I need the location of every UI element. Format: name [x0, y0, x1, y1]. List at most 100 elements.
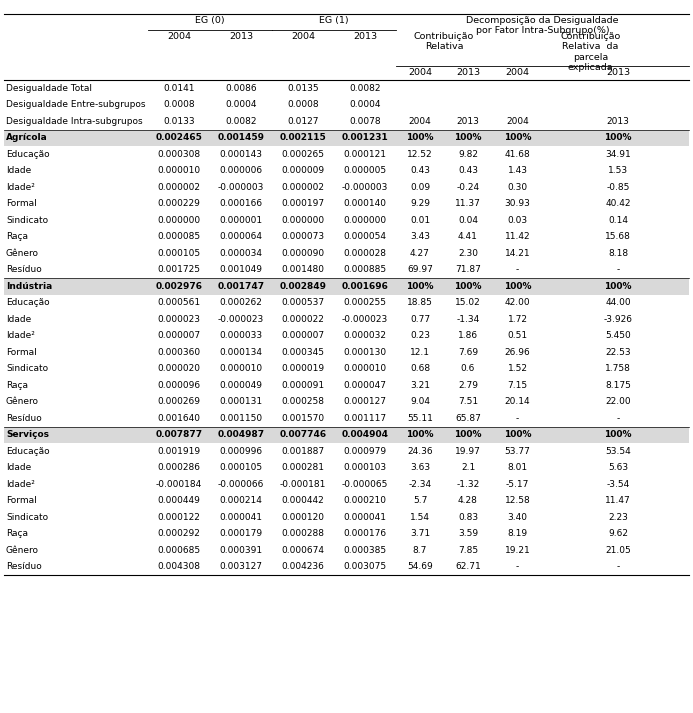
Text: Raça: Raça	[6, 529, 28, 538]
Text: 8.175: 8.175	[605, 381, 631, 390]
Text: 0.000885: 0.000885	[344, 265, 387, 275]
Text: 9.62: 9.62	[608, 529, 628, 538]
Text: Gênero: Gênero	[6, 249, 39, 258]
Text: 3.63: 3.63	[410, 463, 430, 472]
Text: 0.000561: 0.000561	[157, 298, 200, 307]
Text: 0.001150: 0.001150	[220, 414, 263, 423]
Text: 2004: 2004	[408, 68, 432, 77]
Text: 53.77: 53.77	[505, 447, 530, 456]
Text: 0.000000: 0.000000	[157, 216, 200, 225]
Text: 0.004236: 0.004236	[281, 563, 324, 571]
Text: 0.000197: 0.000197	[281, 199, 324, 208]
Text: 54.69: 54.69	[407, 563, 433, 571]
Text: 0.000120: 0.000120	[281, 513, 324, 522]
Text: 0.000537: 0.000537	[281, 298, 324, 307]
Text: 0.000179: 0.000179	[220, 529, 263, 538]
Text: 2013: 2013	[456, 68, 480, 77]
Text: 0.30: 0.30	[507, 183, 527, 192]
Text: 5.63: 5.63	[608, 463, 628, 472]
Text: -: -	[616, 414, 620, 423]
Text: 30.93: 30.93	[505, 199, 530, 208]
Text: 0.000103: 0.000103	[344, 463, 387, 472]
Text: 0.0141: 0.0141	[164, 83, 195, 93]
Text: 0.000281: 0.000281	[281, 463, 324, 472]
Text: 8.01: 8.01	[507, 463, 527, 472]
Text: 0.000000: 0.000000	[281, 216, 324, 225]
Text: 0.000130: 0.000130	[344, 348, 387, 356]
Text: 7.51: 7.51	[458, 397, 478, 406]
Text: 2004: 2004	[506, 117, 529, 125]
Text: 11.42: 11.42	[505, 232, 530, 241]
Text: 0.007746: 0.007746	[279, 430, 326, 439]
Text: 0.000131: 0.000131	[220, 397, 263, 406]
Text: 0.83: 0.83	[458, 513, 478, 522]
Text: 0.0078: 0.0078	[349, 117, 381, 125]
Text: 0.001459: 0.001459	[218, 133, 265, 143]
Text: 12.58: 12.58	[505, 496, 530, 506]
Text: 0.000091: 0.000091	[281, 381, 324, 390]
Text: 0.000002: 0.000002	[157, 183, 200, 192]
Text: 9.04: 9.04	[410, 397, 430, 406]
Bar	[4, 426, 689, 443]
Text: 34.91: 34.91	[605, 150, 631, 159]
Text: -1.32: -1.32	[457, 480, 480, 488]
Text: 4.41: 4.41	[458, 232, 478, 241]
Text: 0.000674: 0.000674	[281, 545, 324, 555]
Text: -0.000023: -0.000023	[342, 314, 388, 324]
Text: 0.001919: 0.001919	[157, 447, 200, 456]
Text: 2.79: 2.79	[458, 381, 478, 390]
Text: 0.000214: 0.000214	[220, 496, 263, 506]
Text: 19.97: 19.97	[455, 447, 481, 456]
Text: 0.000032: 0.000032	[344, 332, 387, 340]
Text: Idade²: Idade²	[6, 480, 35, 488]
Text: -: -	[516, 414, 519, 423]
Text: 2004: 2004	[505, 68, 529, 77]
Text: 3.71: 3.71	[410, 529, 430, 538]
Text: 0.000034: 0.000034	[220, 249, 263, 258]
Text: -: -	[616, 563, 620, 571]
Text: -0.000003: -0.000003	[342, 183, 388, 192]
Text: Idade²: Idade²	[6, 332, 35, 340]
Text: 1.54: 1.54	[410, 513, 430, 522]
Text: 0.000105: 0.000105	[157, 249, 200, 258]
Text: 26.96: 26.96	[505, 348, 530, 356]
Text: 0.000007: 0.000007	[281, 332, 324, 340]
Text: 100%: 100%	[406, 133, 434, 143]
Text: 0.000229: 0.000229	[157, 199, 200, 208]
Text: Resíduo: Resíduo	[6, 414, 42, 423]
Text: 2.1: 2.1	[461, 463, 475, 472]
Text: Contribuição
Relativa: Contribuição Relativa	[414, 32, 474, 51]
Text: -0.000184: -0.000184	[156, 480, 202, 488]
Text: 7.69: 7.69	[458, 348, 478, 356]
Text: 2013: 2013	[229, 32, 253, 41]
Text: 100%: 100%	[504, 430, 532, 439]
Text: 14.21: 14.21	[505, 249, 530, 258]
Text: 100%: 100%	[454, 430, 482, 439]
Text: 0.000996: 0.000996	[220, 447, 263, 456]
Text: Sindicato: Sindicato	[6, 216, 48, 225]
Text: 0.000073: 0.000073	[281, 232, 324, 241]
Text: 0.000122: 0.000122	[157, 513, 200, 522]
Text: Idade: Idade	[6, 314, 31, 324]
Text: Idade²: Idade²	[6, 183, 35, 192]
Text: 2.30: 2.30	[458, 249, 478, 258]
Text: 0.000000: 0.000000	[344, 216, 387, 225]
Text: 0.000210: 0.000210	[344, 496, 387, 506]
Text: 5.450: 5.450	[605, 332, 631, 340]
Text: 0.000262: 0.000262	[220, 298, 263, 307]
Text: 0.000019: 0.000019	[281, 364, 324, 373]
Text: 0.0086: 0.0086	[225, 83, 257, 93]
Text: 0.03: 0.03	[507, 216, 527, 225]
Text: 0.002849: 0.002849	[279, 282, 326, 291]
Text: Desigualdade Entre-subgrupos: Desigualdade Entre-subgrupos	[6, 101, 146, 109]
Text: 0.000265: 0.000265	[281, 150, 324, 159]
Text: 0.000385: 0.000385	[344, 545, 387, 555]
Text: 20.14: 20.14	[505, 397, 530, 406]
Text: 0.0004: 0.0004	[349, 101, 380, 109]
Text: 0.003075: 0.003075	[344, 563, 387, 571]
Text: 2013: 2013	[457, 117, 480, 125]
Text: -1.34: -1.34	[457, 314, 480, 324]
Bar	[4, 130, 689, 146]
Text: 62.71: 62.71	[455, 563, 481, 571]
Text: Sindicato: Sindicato	[6, 513, 48, 522]
